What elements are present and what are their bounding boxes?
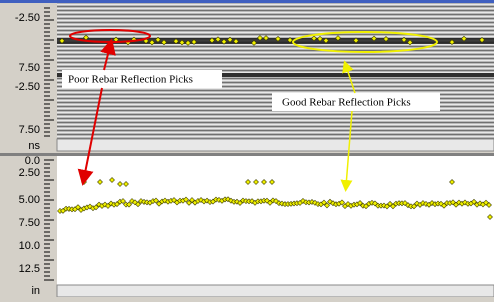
tick-label: 0.0 (25, 155, 40, 167)
picks-pane (57, 156, 494, 285)
bottom-scrollbar[interactable] (57, 285, 494, 297)
tick-label: -2.50 (15, 81, 40, 93)
tick-label: 7.50 (19, 217, 40, 229)
app-window: Poor Rebar Reflection Picks Good Rebar R… (0, 0, 494, 297)
unit-label: in (31, 285, 40, 297)
tick-label: -2.50 (15, 12, 40, 24)
annotation: Poor Rebar Reflection Picks (68, 74, 193, 86)
tick-label: 5.00 (19, 194, 40, 206)
title-bar-edge (0, 0, 494, 3)
splitter (0, 153, 494, 156)
unit-label: ns (28, 140, 40, 152)
tick-label: 10.0 (19, 240, 40, 252)
tick-label: 2.50 (19, 167, 40, 179)
tick-label: 7.50 (19, 124, 40, 136)
top-scrollbar[interactable] (57, 139, 494, 151)
tick-label: 12.5 (19, 263, 40, 275)
annotation: Good Rebar Reflection Picks (282, 97, 411, 109)
tick-label: 7.50 (19, 62, 40, 74)
page: Poor Rebar Reflection Picks Good Rebar R… (0, 0, 494, 297)
